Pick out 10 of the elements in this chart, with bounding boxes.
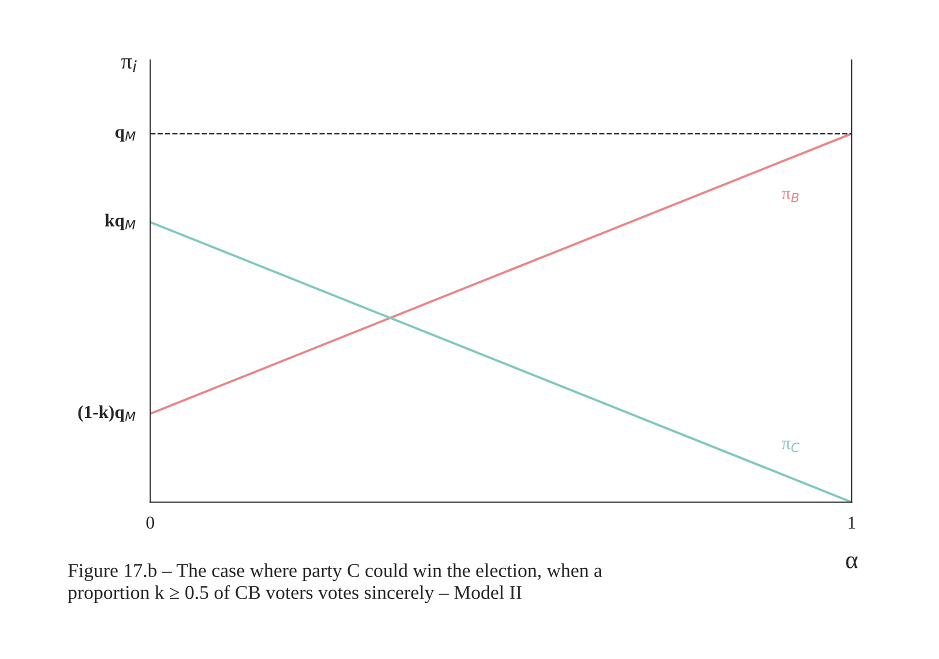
ref-line-label: q$_{M}$ [115,129,136,142]
y-axis-title: π$_{i}$ [121,58,137,72]
annotation: (1-k)q$_{M}$ [78,405,136,422]
caption: Figure 17.b – The case where party C could win the election, when a proportion k ≥ 0.5 of CB voters votes sincerely – Model II [68,563,602,604]
x-tick-label: 0 [146,516,154,529]
annotation: kq$_{M}$ [105,214,136,230]
x-tick-label: 1 [848,516,856,529]
x-axis-title: α [846,556,858,568]
series-label: π$_{B}$ [782,190,799,202]
series-label: π$_{C}$ [782,440,800,452]
